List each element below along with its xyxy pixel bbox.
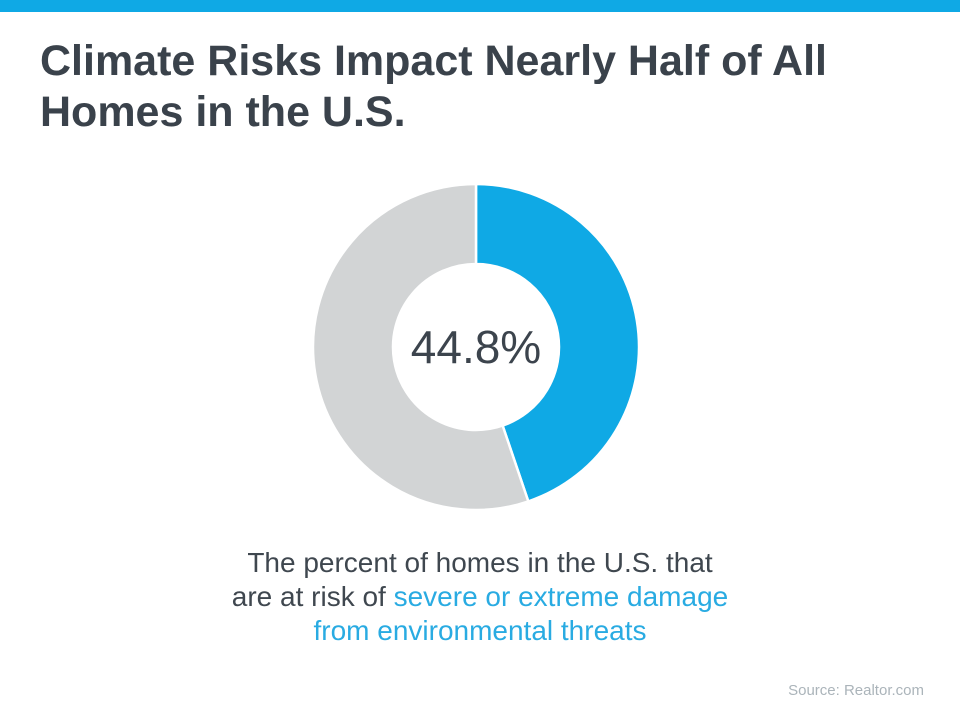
caption-line-2: are at risk of severe or extreme damage (0, 580, 960, 614)
page-title-line-2: Homes in the U.S. (40, 88, 406, 136)
caption-line-3-highlight: from environmental threats (313, 615, 647, 646)
page-title-line-1: Climate Risks Impact Nearly Half of All (40, 37, 827, 85)
donut-segment-1 (311, 182, 530, 512)
top-accent-bar (0, 0, 960, 12)
caption-line-2-highlight: severe or extreme damage (393, 581, 729, 612)
source-attribution: Source: Realtor.com (788, 682, 924, 699)
caption-line-1: The percent of homes in the U.S. that (247, 547, 713, 578)
donut-chart (311, 182, 641, 512)
donut-chart-svg (311, 182, 641, 512)
chart-caption: The percent of homes in the U.S. that ar… (0, 546, 960, 648)
donut-segment-0 (474, 182, 641, 503)
page-title: Climate Risks Impact Nearly Half of All … (40, 36, 920, 138)
caption-line-2-dark: are at risk of (231, 581, 394, 612)
